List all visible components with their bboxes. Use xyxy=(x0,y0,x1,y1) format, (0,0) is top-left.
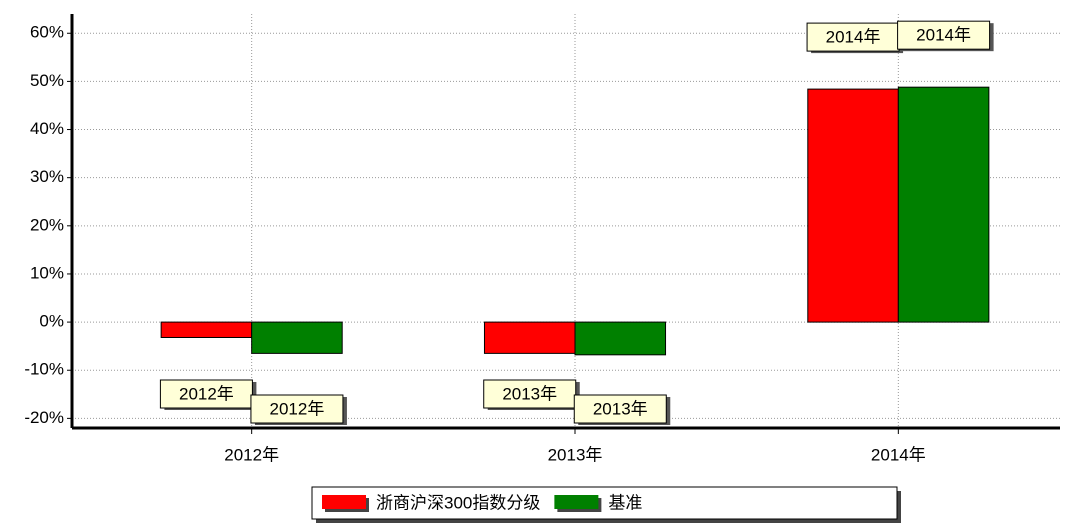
y-tick-label: 50% xyxy=(30,71,64,90)
legend-swatch xyxy=(322,495,366,509)
y-tick-label: 40% xyxy=(30,119,64,138)
data-label-box xyxy=(573,394,667,424)
x-tick-label: 2014年 xyxy=(871,445,926,464)
data-label-box xyxy=(806,22,900,52)
legend-label: 浙商沪深300指数分级 xyxy=(376,493,540,512)
y-tick-label: 60% xyxy=(30,23,64,42)
bar xyxy=(807,88,899,323)
data-label: 2014年 xyxy=(916,26,971,45)
bar xyxy=(897,86,990,323)
legend-box xyxy=(311,486,898,520)
legend-label: 基准 xyxy=(608,493,642,512)
bar xyxy=(483,321,576,354)
y-tick-label: -10% xyxy=(24,360,64,379)
y-tick-label: 10% xyxy=(30,263,64,282)
bar xyxy=(251,321,343,354)
y-tick-label: 20% xyxy=(30,215,64,234)
data-label: 2013年 xyxy=(593,399,648,418)
data-label-box xyxy=(483,379,577,409)
data-label-box xyxy=(159,379,253,409)
y-tick-label: 0% xyxy=(39,312,64,331)
data-label: 2012年 xyxy=(270,399,325,418)
legend-swatch xyxy=(554,495,599,509)
y-tick-label: 30% xyxy=(30,167,64,186)
data-label: 2013年 xyxy=(502,384,557,403)
bar xyxy=(574,321,667,356)
data-label-box xyxy=(250,394,344,424)
x-tick-label: 2012年 xyxy=(224,445,279,464)
data-label: 2014年 xyxy=(826,28,881,47)
data-label: 2012年 xyxy=(179,384,234,403)
y-tick-label: -20% xyxy=(24,408,64,427)
data-label-box xyxy=(897,20,991,50)
x-tick-label: 2013年 xyxy=(548,445,603,464)
bar xyxy=(160,321,253,338)
